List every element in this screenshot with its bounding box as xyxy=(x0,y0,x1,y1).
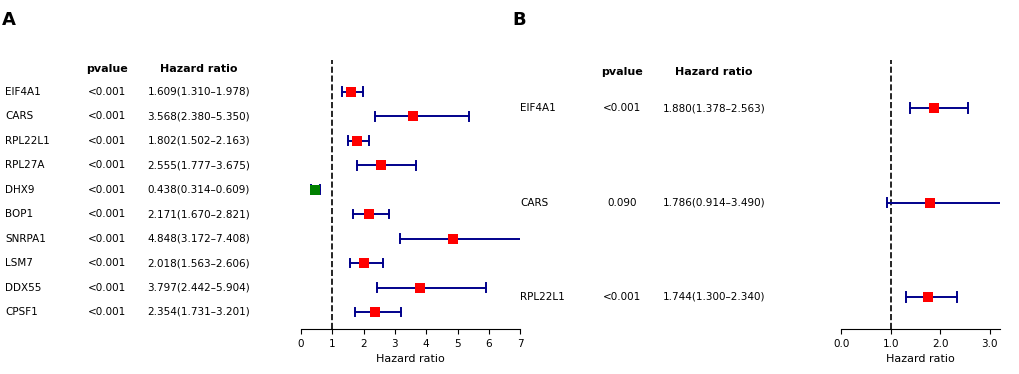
Text: RPL22L1: RPL22L1 xyxy=(5,136,50,145)
Text: 3.568(2.380–5.350): 3.568(2.380–5.350) xyxy=(148,111,250,121)
Text: <0.001: <0.001 xyxy=(88,136,126,145)
Text: Hazard ratio: Hazard ratio xyxy=(160,64,237,74)
Text: RPL22L1: RPL22L1 xyxy=(520,292,565,302)
Text: EIF4A1: EIF4A1 xyxy=(5,87,41,96)
Text: 4.848(3.172–7.408): 4.848(3.172–7.408) xyxy=(148,233,250,243)
Text: 1.744(1.300–2.340): 1.744(1.300–2.340) xyxy=(662,292,764,302)
Text: <0.001: <0.001 xyxy=(602,103,641,113)
Text: 1.786(0.914–3.490): 1.786(0.914–3.490) xyxy=(662,197,764,208)
Text: A: A xyxy=(2,11,16,29)
Text: 1.609(1.310–1.978): 1.609(1.310–1.978) xyxy=(148,87,250,96)
Text: 2.555(1.777–3.675): 2.555(1.777–3.675) xyxy=(148,160,250,170)
Text: <0.001: <0.001 xyxy=(88,233,126,243)
Text: pvalue: pvalue xyxy=(601,67,642,77)
Text: LSM7: LSM7 xyxy=(5,258,33,268)
Text: <0.001: <0.001 xyxy=(88,282,126,292)
Text: 1.802(1.502–2.163): 1.802(1.502–2.163) xyxy=(148,136,250,145)
Text: <0.001: <0.001 xyxy=(88,258,126,268)
Text: BOP1: BOP1 xyxy=(5,209,34,219)
Text: 3.797(2.442–5.904): 3.797(2.442–5.904) xyxy=(148,282,250,292)
X-axis label: Hazard ratio: Hazard ratio xyxy=(376,355,444,364)
Text: SNRPA1: SNRPA1 xyxy=(5,233,46,243)
Text: CPSF1: CPSF1 xyxy=(5,307,38,317)
Text: pvalue: pvalue xyxy=(87,64,127,74)
Text: <0.001: <0.001 xyxy=(88,307,126,317)
Text: RPL27A: RPL27A xyxy=(5,160,45,170)
Text: 2.354(1.731–3.201): 2.354(1.731–3.201) xyxy=(148,307,250,317)
Text: <0.001: <0.001 xyxy=(88,111,126,121)
Text: Hazard ratio: Hazard ratio xyxy=(675,67,752,77)
Text: <0.001: <0.001 xyxy=(88,185,126,194)
Text: <0.001: <0.001 xyxy=(602,292,641,302)
Text: <0.001: <0.001 xyxy=(88,160,126,170)
Text: 2.171(1.670–2.821): 2.171(1.670–2.821) xyxy=(148,209,250,219)
Text: B: B xyxy=(512,11,525,29)
Text: 0.438(0.314–0.609): 0.438(0.314–0.609) xyxy=(148,185,250,194)
Text: 2.018(1.563–2.606): 2.018(1.563–2.606) xyxy=(148,258,250,268)
Text: 1.880(1.378–2.563): 1.880(1.378–2.563) xyxy=(662,103,764,113)
Text: <0.001: <0.001 xyxy=(88,87,126,96)
Text: CARS: CARS xyxy=(520,197,548,208)
Text: DDX55: DDX55 xyxy=(5,282,42,292)
Text: CARS: CARS xyxy=(5,111,34,121)
Text: EIF4A1: EIF4A1 xyxy=(520,103,555,113)
Text: <0.001: <0.001 xyxy=(88,209,126,219)
X-axis label: Hazard ratio: Hazard ratio xyxy=(886,355,954,364)
Text: DHX9: DHX9 xyxy=(5,185,35,194)
Text: 0.090: 0.090 xyxy=(607,197,636,208)
